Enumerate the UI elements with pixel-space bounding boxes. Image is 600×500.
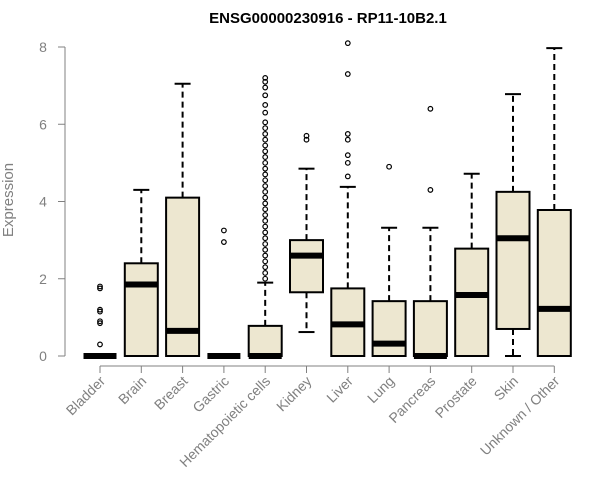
- box-prostate: [454, 172, 490, 357]
- box-body: [247, 324, 283, 357]
- outlier-point: [344, 159, 351, 166]
- outlier-point: [344, 136, 351, 143]
- outlier-point: [262, 258, 269, 265]
- box-lung: [371, 163, 407, 357]
- outlier-point: [262, 206, 269, 213]
- outlier-point: [262, 270, 269, 276]
- outlier-point: [262, 119, 269, 126]
- box-liver: [330, 40, 366, 357]
- outlier-point: [344, 173, 351, 180]
- outlier-point: [344, 152, 351, 159]
- outlier-point: [427, 105, 434, 112]
- outlier-point: [262, 217, 269, 224]
- outlier-point: [97, 283, 103, 290]
- outlier-point: [262, 241, 269, 247]
- box-brain: [123, 188, 159, 357]
- y-tick-label: 4: [39, 194, 47, 210]
- x-tick-label: Breast: [151, 373, 191, 413]
- box-body: [495, 190, 531, 330]
- y-tick-label: 6: [39, 116, 47, 132]
- outlier-point: [262, 188, 269, 195]
- x-tick-label: Liver: [323, 373, 356, 406]
- outlier-point: [344, 40, 351, 47]
- outlier-point: [262, 131, 269, 137]
- outlier-point: [262, 136, 269, 143]
- outlier-point: [262, 74, 269, 81]
- x-tick-label: Brain: [115, 373, 149, 407]
- outlier-point: [262, 235, 269, 242]
- y-axis-title: Expression: [0, 163, 17, 237]
- outlier-point: [97, 318, 103, 325]
- box-skin: [495, 93, 531, 357]
- box-pancreas: [412, 105, 448, 359]
- outlier-point: [220, 239, 227, 245]
- box-unknown-other: [536, 47, 572, 357]
- x-tick-label: Prostate: [432, 373, 480, 421]
- outlier-point: [386, 163, 393, 170]
- outlier-point: [262, 264, 269, 271]
- outlier-point: [97, 308, 103, 315]
- outlier-point: [303, 132, 310, 139]
- box-body: [454, 247, 490, 357]
- outlier-point: [262, 275, 269, 282]
- outlier-point: [262, 78, 269, 85]
- box-gastric: [207, 227, 241, 359]
- outlier-point: [262, 84, 269, 91]
- outlier-point: [262, 102, 269, 108]
- x-tick-label: Kidney: [273, 373, 315, 415]
- outlier-point: [427, 187, 434, 193]
- outlier-point: [262, 159, 269, 166]
- y-tick-label: 0: [39, 348, 47, 364]
- box-body: [123, 262, 159, 357]
- outlier-point: [97, 320, 103, 327]
- x-tick-label: Lung: [364, 373, 397, 406]
- outlier-point: [344, 71, 351, 77]
- outlier-point: [262, 194, 269, 201]
- outlier-point: [262, 154, 269, 160]
- outlier-point: [262, 171, 269, 178]
- outlier-point: [262, 246, 269, 253]
- outlier-point: [262, 229, 269, 236]
- outlier-point: [262, 92, 269, 99]
- outlier-point: [262, 177, 269, 184]
- box-body: [412, 300, 448, 357]
- box-hematopoietic-cells: [247, 74, 283, 359]
- outlier-point: [262, 183, 269, 189]
- box-body: [371, 300, 407, 357]
- outlier-point: [262, 223, 269, 230]
- outlier-point: [262, 252, 269, 259]
- box-breast: [165, 82, 201, 357]
- y-axis: 0 2 4 6 8: [39, 39, 66, 364]
- chart-title: ENSG00000230916 - RP11-10B2.1: [209, 10, 447, 27]
- outlier-point: [262, 200, 269, 207]
- outlier-point: [97, 341, 103, 348]
- x-tick-label: Bladder: [63, 373, 109, 419]
- outlier-point: [344, 131, 351, 137]
- outlier-point: [262, 165, 269, 172]
- y-tick-label: 8: [39, 39, 47, 55]
- box-bladder: [83, 283, 117, 359]
- box-kidney: [289, 132, 324, 334]
- outlier-point: [220, 227, 227, 234]
- outlier-point: [262, 212, 269, 218]
- outlier-point: [97, 306, 103, 313]
- outlier-point: [303, 136, 310, 143]
- x-tick-label: Skin: [491, 373, 522, 404]
- outlier-point: [97, 285, 103, 292]
- outlier-point: [262, 148, 269, 155]
- boxes-group: [83, 40, 572, 359]
- box-body: [536, 208, 572, 357]
- box-body: [289, 239, 324, 294]
- outlier-point: [262, 125, 269, 132]
- outlier-point: [262, 109, 269, 116]
- outlier-point: [262, 142, 269, 149]
- y-tick-label: 2: [39, 271, 47, 287]
